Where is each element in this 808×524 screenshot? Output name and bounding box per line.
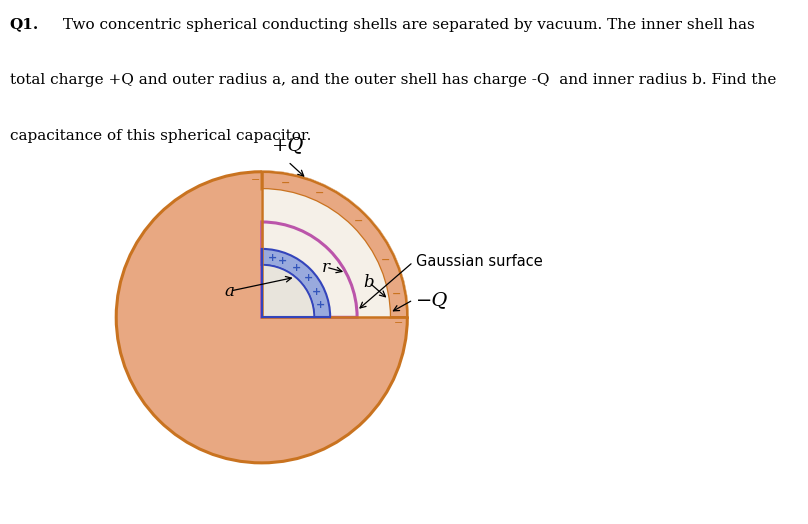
Text: −: − <box>381 255 390 265</box>
Wedge shape <box>262 265 314 318</box>
Circle shape <box>116 172 407 463</box>
Text: +: + <box>304 274 313 283</box>
Text: a: a <box>225 282 234 300</box>
Text: +: + <box>316 300 326 310</box>
Text: Q1.: Q1. <box>10 18 39 31</box>
Text: −: − <box>392 289 402 299</box>
Wedge shape <box>262 189 389 318</box>
Text: Two concentric spherical conducting shells are separated by vacuum. The inner sh: Two concentric spherical conducting shel… <box>58 18 755 31</box>
Wedge shape <box>262 170 409 318</box>
Text: +: + <box>278 256 287 266</box>
Text: −: − <box>281 178 290 188</box>
Text: capacitance of this spherical capacitor.: capacitance of this spherical capacitor. <box>10 129 311 143</box>
Text: +: + <box>267 253 277 263</box>
Text: −Q: −Q <box>416 291 448 309</box>
Text: −: − <box>315 188 324 198</box>
Text: total charge +Q and outer radius a, and the outer shell has charge -Q  and inner: total charge +Q and outer radius a, and … <box>10 73 776 88</box>
Text: r: r <box>322 259 330 276</box>
Text: +: + <box>312 287 321 297</box>
Text: −: − <box>394 318 403 328</box>
Text: +: + <box>292 263 301 273</box>
Text: +Q: +Q <box>271 136 304 154</box>
Text: −: − <box>251 176 261 185</box>
Text: b: b <box>364 274 374 291</box>
Wedge shape <box>262 172 407 318</box>
Text: Gaussian surface: Gaussian surface <box>416 255 543 269</box>
Wedge shape <box>262 249 330 318</box>
Text: −: − <box>354 215 364 225</box>
